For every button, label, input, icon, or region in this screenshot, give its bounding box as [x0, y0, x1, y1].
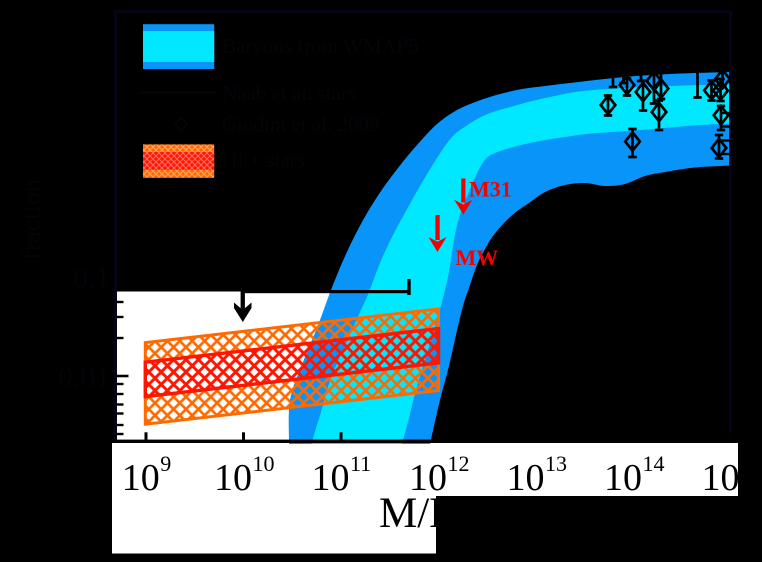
- svg-text:10: 10: [312, 457, 350, 499]
- svg-text:10: 10: [214, 457, 252, 499]
- svg-text:11: 11: [350, 451, 371, 476]
- svg-text:9: 9: [160, 451, 171, 476]
- svg-text:14: 14: [643, 451, 665, 476]
- svg-text:fraction: fraction: [17, 179, 46, 260]
- svg-text:10: 10: [702, 457, 740, 499]
- svg-text:0.1: 0.1: [73, 262, 111, 295]
- svg-text:13: 13: [545, 451, 567, 476]
- svg-text:10: 10: [507, 457, 545, 499]
- svg-text:MW: MW: [456, 245, 499, 270]
- svg-text:10: 10: [122, 457, 160, 499]
- svg-text:Baryons from WMAP5: Baryons from WMAP5: [222, 34, 419, 58]
- svg-text:10: 10: [604, 457, 642, 499]
- svg-text:HI + stars: HI + stars: [222, 148, 305, 172]
- svg-text:15: 15: [740, 451, 762, 476]
- svg-text:12: 12: [448, 451, 470, 476]
- svg-text:Giodini et al. 2009: Giodini et al. 2009: [222, 112, 379, 136]
- svg-text:M31: M31: [469, 177, 512, 202]
- svg-text:Naab et al. stars: Naab et al. stars: [222, 81, 356, 105]
- svg-text:0.01: 0.01: [58, 360, 111, 393]
- svg-text:10: 10: [253, 451, 275, 476]
- svg-text:10: 10: [409, 457, 447, 499]
